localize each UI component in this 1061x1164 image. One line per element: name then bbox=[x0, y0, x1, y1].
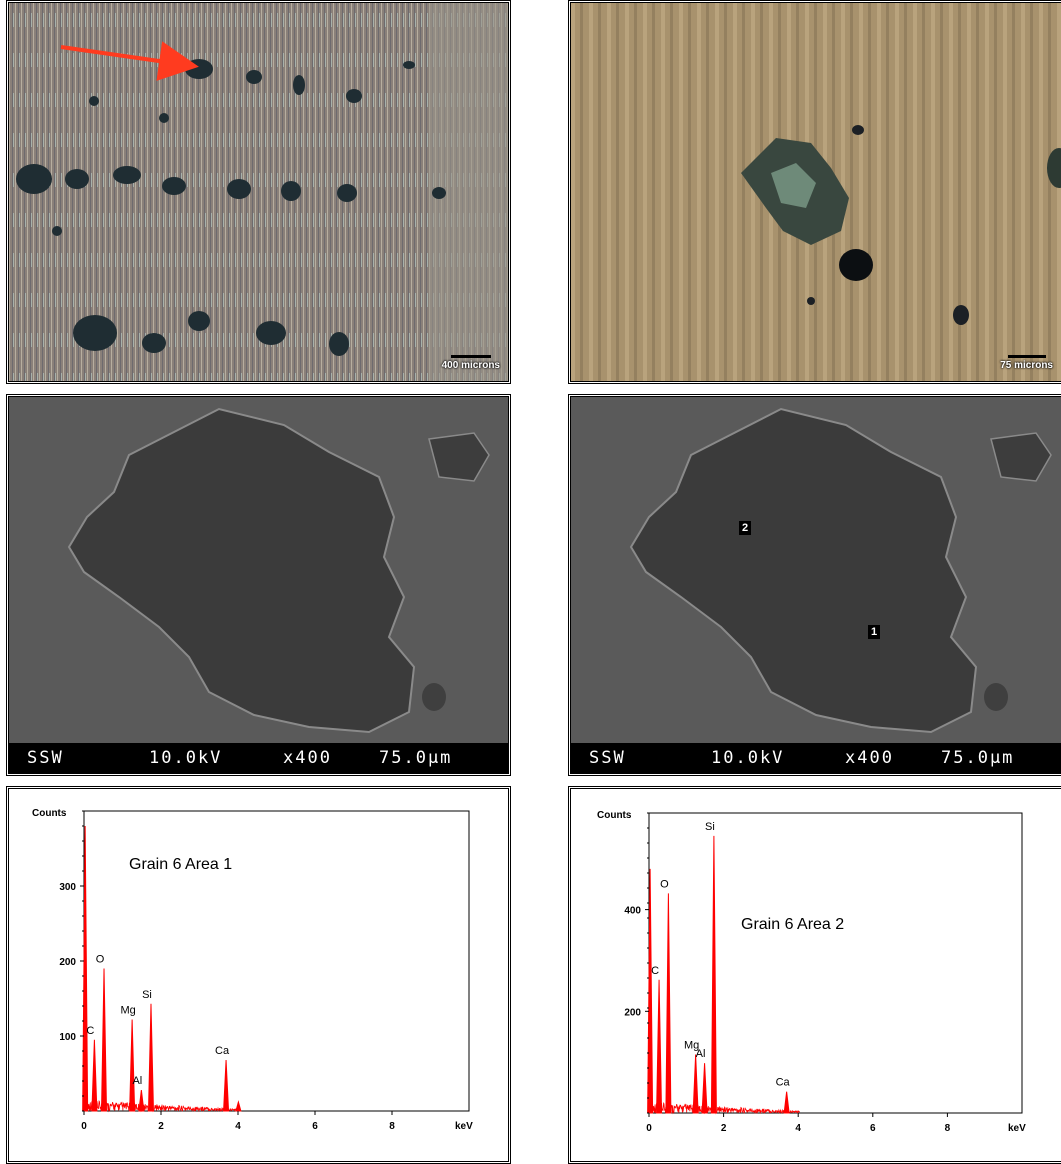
spectrum-background bbox=[650, 1102, 801, 1115]
spectrum-peak bbox=[129, 1019, 136, 1112]
scale-bar: 75 microns bbox=[1000, 355, 1053, 371]
dark-grains bbox=[16, 59, 446, 356]
sem-scale: 75.0µm bbox=[941, 748, 1015, 768]
sem-info-bar: SSW 10.0kV x400 75.0µm bbox=[571, 743, 1061, 773]
y-tick-label: 400 bbox=[624, 906, 641, 917]
x-tick-label: 8 bbox=[389, 1121, 395, 1132]
y-axis-label: Counts bbox=[597, 810, 632, 821]
spectrum-background bbox=[85, 1100, 240, 1113]
spectrum-peak bbox=[701, 1063, 708, 1114]
scale-bar-label: 75 microns bbox=[1000, 360, 1053, 371]
sem-info-bar: SSW 10.0kV x400 75.0µm bbox=[9, 743, 508, 773]
peak-label: Mg bbox=[120, 1005, 135, 1017]
sem-magnification: x400 bbox=[283, 748, 332, 768]
area-marker-1: 1 bbox=[868, 625, 881, 639]
sem-magnification: x400 bbox=[845, 748, 894, 768]
chart-title: Grain 6 Area 1 bbox=[129, 856, 232, 873]
peak-label: Mg bbox=[684, 1040, 699, 1052]
spectrum-peak bbox=[223, 1059, 230, 1112]
peak-label: Al bbox=[696, 1048, 706, 1060]
spectrum-peak bbox=[82, 825, 89, 1112]
spectrum-peak bbox=[783, 1091, 790, 1114]
scale-bar-label: 400 microns bbox=[441, 360, 500, 371]
optical-micrograph-high-mag: 75 microns bbox=[568, 0, 1061, 384]
x-tick-label: 0 bbox=[646, 1123, 652, 1134]
eds-spectrum-area-2: C O Mg Al Si Ca 200 400 0 2 4 6 8 Counts keV Grain 6 Ar… bbox=[568, 786, 1061, 1164]
sem-image-left: SSW 10.0kV x400 75.0µm bbox=[6, 394, 511, 776]
x-tick-label: 4 bbox=[235, 1121, 241, 1132]
sem-voltage: 10.0kV bbox=[149, 748, 223, 768]
x-tick-label: 8 bbox=[945, 1123, 951, 1134]
micrograph-image bbox=[571, 3, 1061, 381]
peak-label: O bbox=[660, 878, 669, 890]
micrograph-image bbox=[9, 3, 508, 381]
x-axis-label: keV bbox=[1008, 1123, 1026, 1134]
x-tick-label: 0 bbox=[81, 1121, 87, 1132]
y-tick-label: 100 bbox=[59, 1032, 76, 1043]
spectrum-peak bbox=[147, 1003, 155, 1112]
eds-spectrum-area-1: C O Mg Al Si Ca 100 200 300 0 2 4 6 8 Counts keV Grain 6… bbox=[6, 786, 511, 1164]
sem-scale: 75.0µm bbox=[379, 748, 453, 768]
grain-particle bbox=[629, 407, 978, 734]
peak-label: C bbox=[86, 1025, 94, 1037]
x-axis-label: keV bbox=[455, 1121, 473, 1132]
x-tick-label: 6 bbox=[312, 1121, 318, 1132]
spectrum-peak bbox=[235, 1100, 242, 1112]
spectrum-peak bbox=[647, 868, 654, 1114]
spectrum-peak bbox=[138, 1089, 145, 1112]
x-tick-label: 2 bbox=[721, 1123, 727, 1134]
scale-bar: 400 microns bbox=[442, 355, 500, 371]
eds-chart: C O Mg Al Si Ca 100 200 300 0 2 4 6 8 Counts keV Grain 6… bbox=[32, 808, 473, 1132]
peak-label: Si bbox=[705, 821, 715, 833]
peak-label: C bbox=[651, 965, 659, 977]
sem-micrograph bbox=[571, 397, 1061, 743]
x-tick-label: 2 bbox=[158, 1121, 164, 1132]
peak-label: Si bbox=[142, 989, 152, 1001]
chart-title: Grain 6 Area 2 bbox=[741, 916, 844, 933]
peak-label: Al bbox=[132, 1075, 142, 1087]
spectrum-peak bbox=[91, 1039, 98, 1112]
peak-label: Ca bbox=[215, 1045, 230, 1057]
spectrum-peak bbox=[101, 968, 108, 1112]
red-arrow-icon bbox=[60, 41, 199, 81]
peak-label: O bbox=[96, 954, 105, 966]
area-marker-2: 2 bbox=[739, 521, 752, 535]
peak-label: Ca bbox=[776, 1077, 791, 1089]
y-tick-label: 200 bbox=[624, 1007, 641, 1018]
spectrum-peak bbox=[710, 835, 717, 1114]
sem-image-right: 2 1 SSW 10.0kV x400 75.0µm bbox=[568, 394, 1061, 776]
x-tick-label: 6 bbox=[870, 1123, 876, 1134]
sem-micrograph bbox=[9, 397, 508, 743]
optical-micrograph-low-mag: 400 microns bbox=[6, 0, 511, 384]
spectrum-peak bbox=[692, 1054, 699, 1114]
y-axis-label: Counts bbox=[32, 808, 67, 819]
x-tick-label: 4 bbox=[795, 1123, 801, 1134]
grain-particle bbox=[67, 407, 416, 734]
y-tick-label: 300 bbox=[59, 882, 76, 893]
spectrum-peak bbox=[665, 893, 672, 1114]
sem-voltage: 10.0kV bbox=[711, 748, 785, 768]
spectrum-peak bbox=[656, 979, 663, 1114]
sem-label: SSW bbox=[589, 748, 626, 768]
sem-label: SSW bbox=[27, 748, 64, 768]
y-tick-label: 200 bbox=[59, 957, 76, 968]
